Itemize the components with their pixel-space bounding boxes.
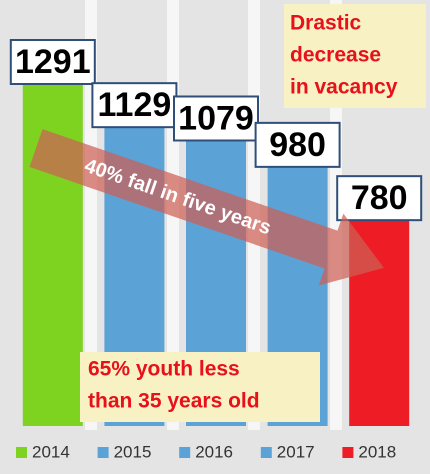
arrow-shape bbox=[29, 129, 384, 286]
value-label: 780 bbox=[351, 179, 408, 217]
legend-label: 2018 bbox=[358, 442, 396, 461]
value-label: 1129 bbox=[98, 86, 172, 124]
legend-label: 2014 bbox=[32, 442, 70, 461]
value-label-box bbox=[91, 82, 178, 129]
value-label-box bbox=[336, 175, 423, 222]
value-label: 980 bbox=[269, 126, 326, 164]
legend: 2014 2015 2016 2017 2018 bbox=[16, 442, 396, 461]
legend-label: 2017 bbox=[277, 442, 315, 461]
annotation: in vacancy bbox=[290, 76, 398, 99]
legend-swatch bbox=[342, 447, 354, 458]
annotation: 65% youth less bbox=[88, 358, 240, 381]
annotation: than 35 years old bbox=[88, 390, 260, 413]
value-label-box bbox=[173, 95, 259, 142]
legend-label: 2016 bbox=[195, 442, 233, 461]
annotation: decrease bbox=[290, 44, 381, 67]
legend-swatch bbox=[97, 447, 109, 458]
annotation-box bbox=[284, 4, 426, 108]
legend-swatch bbox=[16, 447, 27, 458]
value-label-box bbox=[254, 121, 341, 168]
value-label: 1291 bbox=[15, 43, 91, 81]
legend-swatch bbox=[179, 447, 191, 458]
value-label: 1079 bbox=[178, 99, 254, 137]
value-label-box bbox=[9, 39, 96, 85]
legend-swatch bbox=[260, 447, 272, 458]
legend-label: 2015 bbox=[114, 442, 152, 461]
annotation-box bbox=[80, 352, 320, 422]
annotation: Drastic bbox=[290, 12, 362, 35]
